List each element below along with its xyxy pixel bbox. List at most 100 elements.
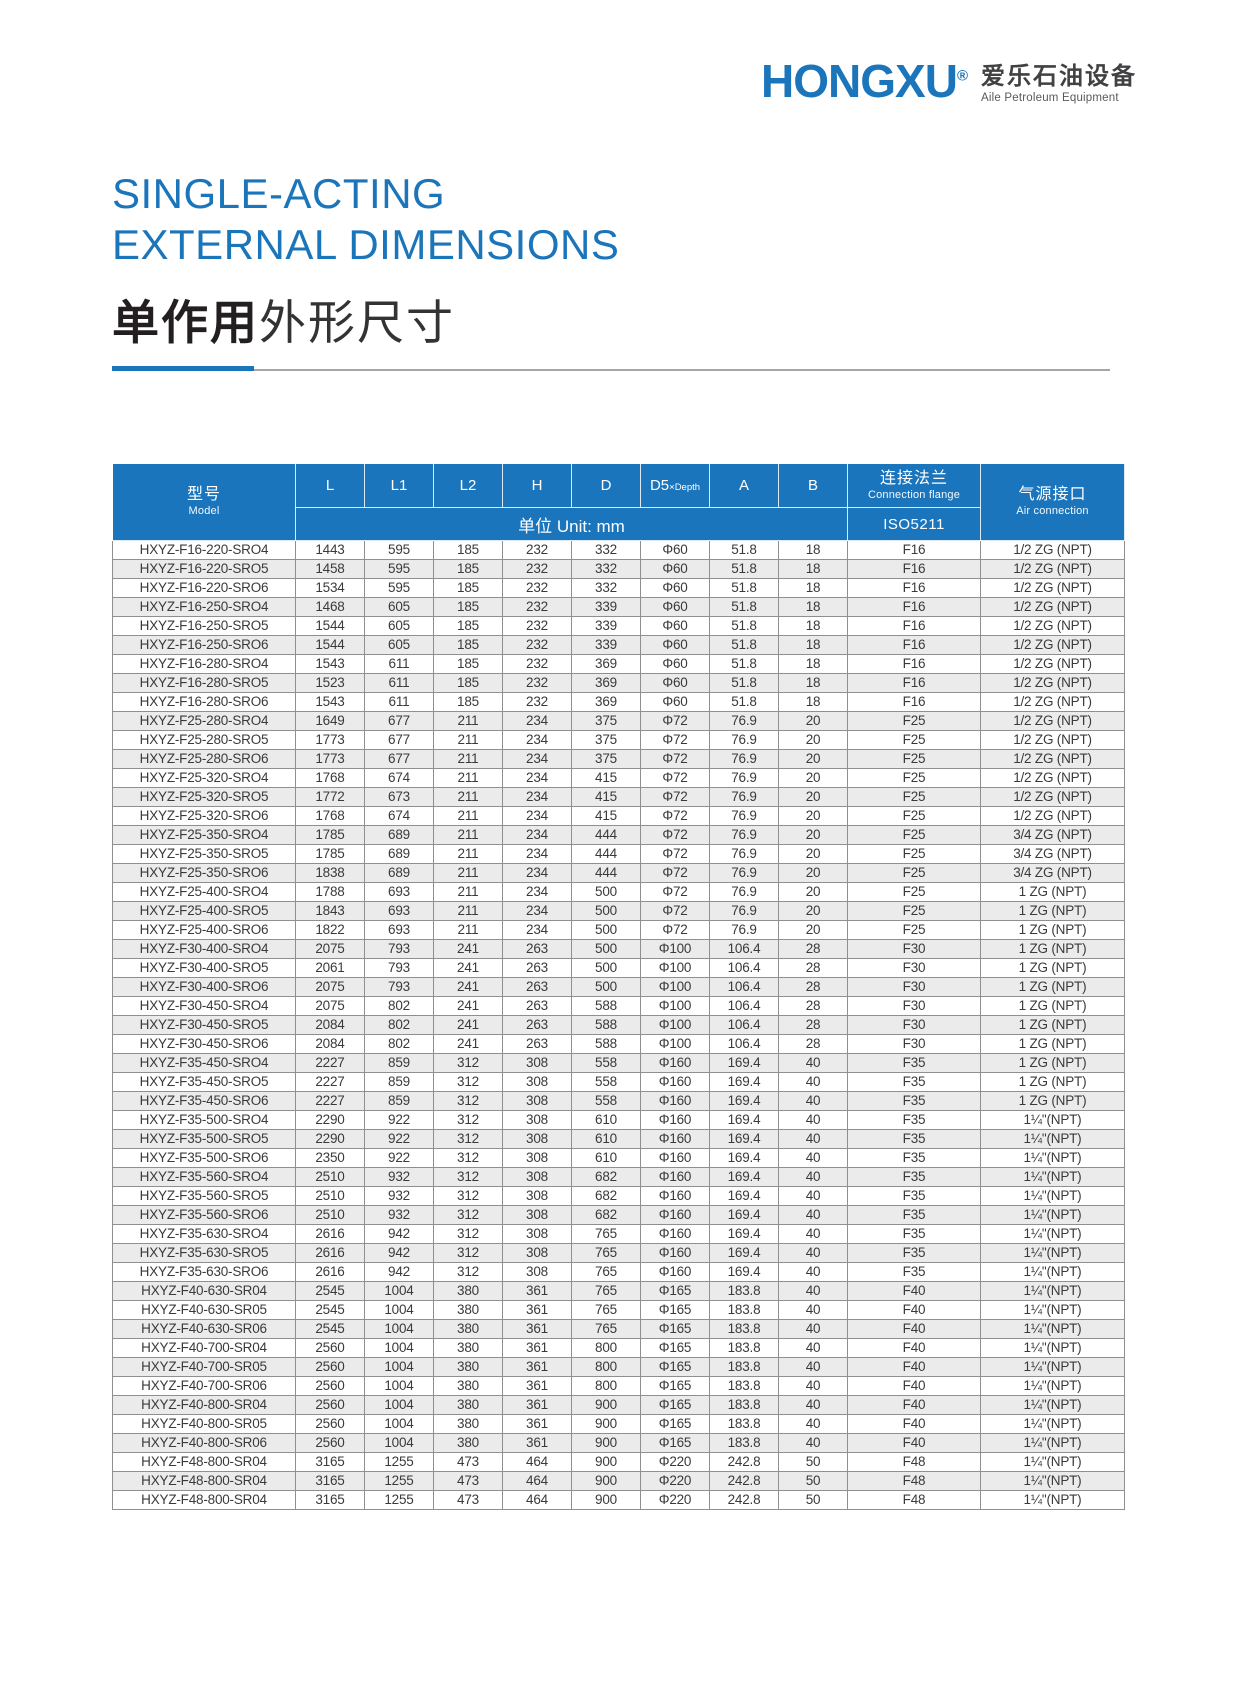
value-cell: Φ165 <box>640 1338 710 1358</box>
value-cell: 1004 <box>364 1395 434 1415</box>
value-cell: 1468 <box>295 597 365 617</box>
value-cell: 1/2 ZG (NPT) <box>980 559 1125 579</box>
model-cell: HXYZ-F16-280-SRO6 <box>112 692 296 712</box>
value-cell: 40 <box>778 1224 848 1244</box>
value-cell: 558 <box>571 1072 641 1092</box>
value-cell: 380 <box>433 1376 503 1396</box>
value-cell: 232 <box>502 673 572 693</box>
value-cell: Φ100 <box>640 977 710 997</box>
value-cell: 1/2 ZG (NPT) <box>980 692 1125 712</box>
column-header-flange: 连接法兰 Connection flange <box>847 463 981 508</box>
value-cell: 20 <box>778 825 848 845</box>
value-cell: 674 <box>364 806 434 826</box>
value-cell: 682 <box>571 1186 641 1206</box>
value-cell: 183.8 <box>709 1395 779 1415</box>
value-cell: Φ60 <box>640 559 710 579</box>
value-cell: 2545 <box>295 1300 365 1320</box>
value-cell: 1¼"(NPT) <box>980 1433 1125 1453</box>
table-row: HXYZ-F30-400-SRO6 2075 793 241 263 500 Φ100 106… <box>112 977 1125 997</box>
value-cell: 2084 <box>295 1015 365 1035</box>
value-cell: 312 <box>433 1167 503 1187</box>
table-row: HXYZ-F40-630-SR04 2545 1004 380 361 765 Φ165 18… <box>112 1281 1125 1301</box>
value-cell: 40 <box>778 1395 848 1415</box>
value-cell: 185 <box>433 616 503 636</box>
value-cell: 211 <box>433 749 503 769</box>
divider-line <box>254 369 1110 371</box>
value-cell: 1¼"(NPT) <box>980 1357 1125 1377</box>
value-cell: F16 <box>847 540 981 560</box>
value-cell: 18 <box>778 559 848 579</box>
flange-header-cn: 连接法兰 <box>879 469 948 487</box>
value-cell: 1768 <box>295 768 365 788</box>
model-cell: HXYZ-F25-320-SRO4 <box>112 768 296 788</box>
model-header-cn: 型号 <box>186 486 221 504</box>
value-cell: 802 <box>364 1015 434 1035</box>
value-cell: 1¼"(NPT) <box>980 1148 1125 1168</box>
value-cell: Φ60 <box>640 578 710 598</box>
value-cell: 40 <box>778 1072 848 1092</box>
value-cell: 1 ZG (NPT) <box>980 1072 1125 1092</box>
value-cell: 76.9 <box>709 825 779 845</box>
value-cell: 169.4 <box>709 1205 779 1225</box>
value-cell: 106.4 <box>709 1034 779 1054</box>
value-cell: 2227 <box>295 1053 365 1073</box>
value-cell: Φ60 <box>640 692 710 712</box>
value-cell: 40 <box>778 1110 848 1130</box>
value-cell: 76.9 <box>709 863 779 883</box>
value-cell: 588 <box>571 1034 641 1054</box>
value-cell: Φ72 <box>640 711 710 731</box>
value-cell: 51.8 <box>709 654 779 674</box>
table-row: HXYZ-F25-400-SRO6 1822 693 211 234 500 Φ72 76.9… <box>112 920 1125 940</box>
model-cell: HXYZ-F25-400-SRO5 <box>112 901 296 921</box>
value-cell: 51.8 <box>709 540 779 560</box>
value-cell: F25 <box>847 882 981 902</box>
value-cell: 677 <box>364 711 434 731</box>
value-cell: Φ100 <box>640 958 710 978</box>
value-cell: F35 <box>847 1053 981 1073</box>
value-cell: 76.9 <box>709 768 779 788</box>
value-cell: 40 <box>778 1129 848 1149</box>
value-cell: 51.8 <box>709 673 779 693</box>
value-cell: 76.9 <box>709 882 779 902</box>
value-cell: 1¼"(NPT) <box>980 1205 1125 1225</box>
value-cell: F25 <box>847 920 981 940</box>
value-cell: 677 <box>364 749 434 769</box>
value-cell: 20 <box>778 768 848 788</box>
value-cell: 1/2 ZG (NPT) <box>980 597 1125 617</box>
value-cell: 169.4 <box>709 1053 779 1073</box>
value-cell: 800 <box>571 1376 641 1396</box>
value-cell: F16 <box>847 616 981 636</box>
value-cell: 1255 <box>364 1490 434 1510</box>
model-cell: HXYZ-F30-450-SRO4 <box>112 996 296 1016</box>
value-cell: 106.4 <box>709 996 779 1016</box>
model-cell: HXYZ-F48-800-SR04 <box>112 1490 296 1510</box>
unit-header: 单位 Unit: mm <box>295 507 848 541</box>
value-cell: 2560 <box>295 1357 365 1377</box>
column-header-H: H <box>502 463 572 508</box>
value-cell: 802 <box>364 1034 434 1054</box>
value-cell: 464 <box>502 1452 572 1472</box>
logo-subtitle: 爱乐石油设备 Aile Petroleum Equipment <box>981 58 1137 104</box>
value-cell: 339 <box>571 597 641 617</box>
value-cell: 1¼"(NPT) <box>980 1281 1125 1301</box>
value-cell: 234 <box>502 806 572 826</box>
model-cell: HXYZ-F25-280-SRO6 <box>112 749 296 769</box>
table-body: HXYZ-F16-220-SRO4 1443 595 185 232 332 Φ60 51.8… <box>112 540 1125 1510</box>
value-cell: F16 <box>847 597 981 617</box>
logo-name-en: Aile Petroleum Equipment <box>981 92 1119 105</box>
value-cell: 241 <box>433 1034 503 1054</box>
value-cell: F25 <box>847 844 981 864</box>
value-cell: 682 <box>571 1205 641 1225</box>
table-row: HXYZ-F35-560-SRO4 2510 932 312 308 682 Φ160 169… <box>112 1167 1125 1187</box>
value-cell: 308 <box>502 1110 572 1130</box>
value-cell: 1/2 ZG (NPT) <box>980 578 1125 598</box>
value-cell: 611 <box>364 692 434 712</box>
air-header-cn: 气源接口 <box>1018 486 1087 504</box>
model-cell: HXYZ-F30-450-SRO5 <box>112 1015 296 1035</box>
value-cell: 40 <box>778 1338 848 1358</box>
value-cell: 232 <box>502 597 572 617</box>
value-cell: 51.8 <box>709 616 779 636</box>
model-cell: HXYZ-F16-250-SRO5 <box>112 616 296 636</box>
value-cell: 183.8 <box>709 1338 779 1358</box>
value-cell: 40 <box>778 1414 848 1434</box>
